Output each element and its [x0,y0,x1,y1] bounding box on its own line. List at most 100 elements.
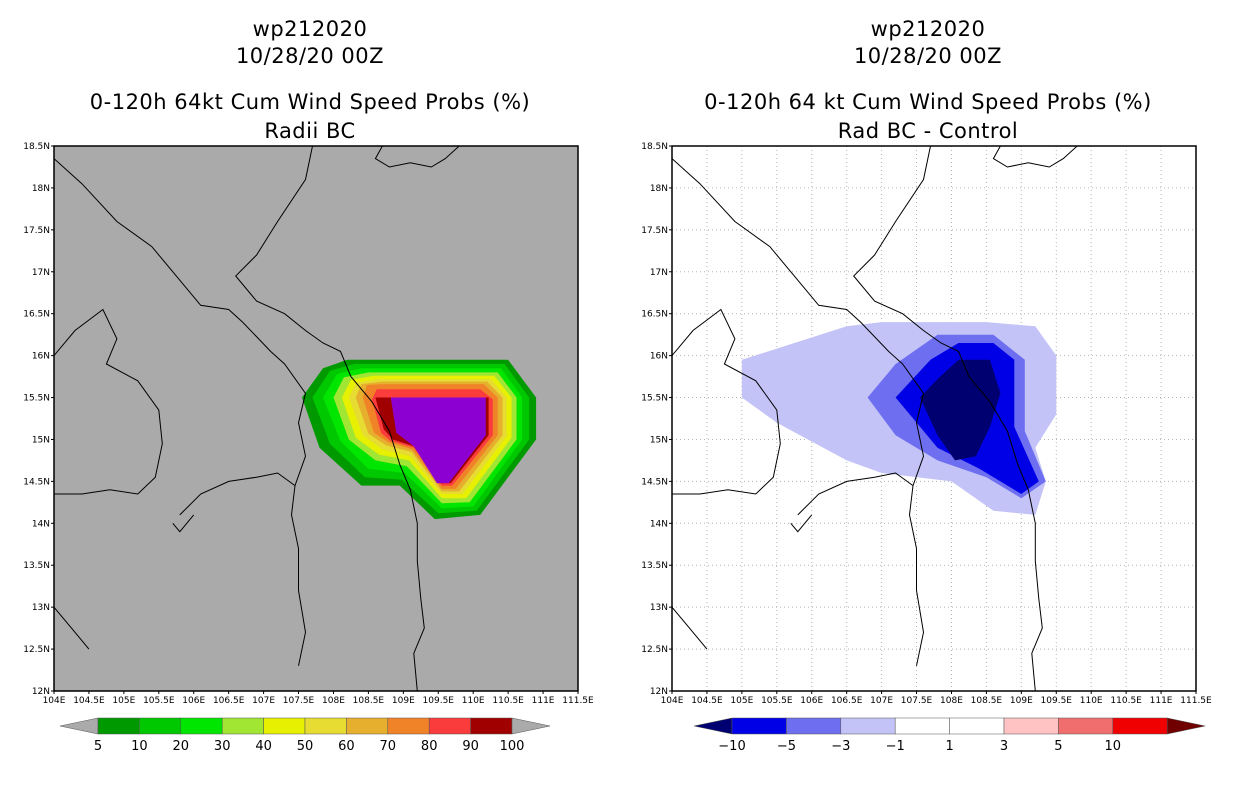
country-border [797,472,914,516]
x-tick-label: 108.5E [353,696,385,706]
colorbar-segment [180,717,223,735]
colorbar-segment [949,717,1005,735]
colorbar-segment [263,717,306,735]
map-frame [671,145,1197,692]
colorbar-segment [470,717,513,735]
x-tick-label: 110.5E [1110,696,1142,706]
left-chart-title: 0-120h 64kt Cum Wind Speed Probs (%) [89,90,531,114]
y-tick-label: 18N [32,184,50,194]
coastline [992,146,1078,168]
colorbar-label: 30 [214,739,231,754]
x-tick-label: 110E [1080,696,1103,706]
y-tick-label: 17N [32,268,50,278]
y-tick-label: 18N [650,184,668,194]
y-tick-label: 15N [32,435,50,445]
x-tick-label: 105E [730,696,753,706]
y-tick-label: 15.5N [23,394,50,404]
colorbar-label: −1 [886,739,905,754]
y-tick-label: 17.5N [23,226,50,236]
colorbar-segment [731,717,787,735]
x-tick-label: 106E [800,696,823,706]
y-tick-label: 12N [650,687,668,697]
x-tick-label: 104E [43,696,66,706]
coastline [235,146,425,691]
colorbar-label: 3 [1000,739,1008,754]
colorbar-segment [894,717,950,735]
x-tick-label: 110.5E [492,696,524,706]
colorbar-label: 5 [1054,739,1062,754]
colorbar-under-arrow [59,717,99,735]
y-tick-label: 18.5N [23,142,50,152]
colorbar-label: 90 [462,739,479,754]
colorbar-segment [1112,717,1168,735]
y-tick-label: 13N [650,603,668,613]
x-tick-label: 108E [322,696,345,706]
map-frame [53,145,579,692]
colorbar-label: 70 [380,739,397,754]
x-tick-label: 106.5E [831,696,863,706]
colorbar-label: 10 [131,739,148,754]
colorbar-label: −10 [718,739,745,754]
x-tick-label: 106E [182,696,205,706]
colorbar-over-arrow [511,717,551,735]
colorbar-label: −5 [777,739,796,754]
x-tick-label: 107E [252,696,275,706]
country-border [172,514,195,533]
country-border [672,308,781,495]
colorbar-label: 80 [421,739,438,754]
colorbar-segment [304,717,347,735]
colorbar-label: 1 [945,739,953,754]
contour-level-100 [390,397,486,484]
x-tick-label: 111E [1150,696,1173,706]
colorbar-segment [346,717,389,735]
country-border [179,472,296,516]
y-tick-label: 14N [32,519,50,529]
left-chart-subtitle: Radii BC [264,119,356,143]
colorbar-label: 50 [297,739,314,754]
right-date: 10/28/20 00Z [853,44,1003,68]
x-tick-label: 107.5E [901,696,933,706]
colorbar-label: −3 [831,739,850,754]
y-tick-label: 16N [650,352,668,362]
x-tick-label: 107E [870,696,893,706]
right-chart-title: 0-120h 64 kt Cum Wind Speed Probs (%) [704,90,1152,114]
y-tick-label: 14N [650,519,668,529]
y-tick-label: 15N [650,435,668,445]
x-tick-label: 111.5E [1180,696,1212,706]
x-tick-label: 108E [940,696,963,706]
x-tick-label: 109.5E [1041,696,1073,706]
y-tick-label: 16.5N [23,310,50,320]
country-border [54,606,90,650]
right-storm-id: wp212020 [870,17,986,41]
y-tick-label: 18.5N [641,142,668,152]
y-tick-label: 15.5N [641,394,668,404]
x-tick-label: 109.5E [423,696,455,706]
left-map-panel: 104E 104.5E 105E 105.5E 106E 106.5E 107E 107.5E… [23,142,594,706]
x-tick-label: 104.5E [691,696,723,706]
colorbar-segment [139,717,182,735]
x-tick-label: 107.5E [283,696,315,706]
y-tick-label: 14.5N [23,477,50,487]
y-tick-label: 12.5N [23,645,50,655]
colorbar-segment [221,717,264,735]
coastline [374,146,460,168]
x-tick-label: 106.5E [213,696,245,706]
colorbar-segment [1058,717,1114,735]
y-tick-label: 12.5N [641,645,668,655]
colorbar-segment [97,717,140,735]
x-tick-label: 104E [661,696,684,706]
colorbar-label: 5 [94,739,102,754]
x-tick-label: 105.5E [143,696,175,706]
contour-level-neg10 [920,359,1001,461]
colorbar-over-arrow [1166,717,1206,735]
colorbar-segment [786,717,842,735]
country-border [672,158,925,666]
coastline [853,146,1043,691]
x-tick-label: 105.5E [761,696,793,706]
right-colorbar: −10 −5 −3 −1 1 3 5 10 [693,717,1206,754]
y-tick-label: 14.5N [641,477,668,487]
y-tick-label: 13.5N [23,561,50,571]
x-tick-label: 108.5E [971,696,1003,706]
x-tick-label: 105E [112,696,135,706]
left-date: 10/28/20 00Z [235,44,385,68]
